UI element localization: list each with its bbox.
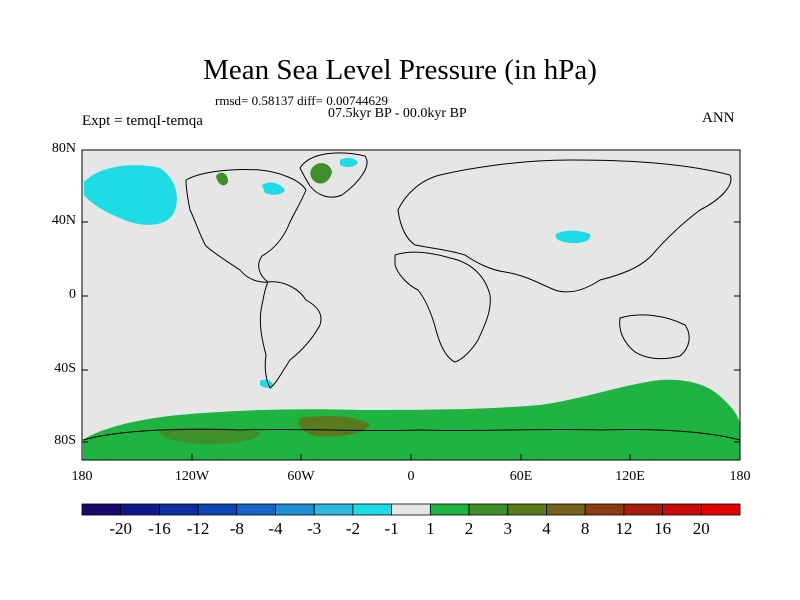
arctic-canada-negative-anomaly — [262, 182, 285, 195]
eurasia-coastline — [397, 159, 732, 293]
colorbar-box — [662, 503, 702, 516]
colorbar-label: 12 — [615, 519, 633, 538]
patagonia-negative-anomaly — [260, 379, 273, 388]
colorbar-label: -4 — [268, 519, 283, 538]
colorbar-box — [391, 503, 431, 516]
lon-label: 180 — [71, 469, 93, 484]
axis-ticks — [81, 149, 741, 460]
lat-label: 0 — [69, 287, 76, 302]
colorbar-box — [507, 503, 547, 516]
colorbar-box — [197, 503, 238, 516]
colorbar-box — [313, 503, 354, 516]
colorbar-box — [429, 503, 470, 516]
lon-label: 60E — [509, 469, 533, 484]
antarctic-stronger-anomaly — [298, 416, 370, 437]
tibet-negative-anomaly — [555, 230, 591, 244]
colorbar-box — [584, 503, 625, 516]
colorbar-label: 16 — [654, 519, 672, 538]
colorbar-label: -20 — [109, 519, 133, 538]
period-line: 07.5kyr BP - 00.0kyr BP — [328, 106, 467, 121]
north-america-coastline — [185, 169, 307, 283]
colorbar-label: 4 — [542, 519, 551, 538]
colorbar-label: 1 — [426, 519, 435, 538]
colorbar-box — [275, 503, 315, 516]
colorbar-label: -16 — [148, 519, 171, 538]
lat-label: 80N — [51, 141, 76, 156]
lat-label: 40S — [54, 361, 76, 376]
lon-label: 0 — [407, 469, 415, 484]
antarctic-moderate-anomaly — [159, 427, 261, 445]
anomaly-fills — [83, 157, 740, 460]
lon-label: 60W — [287, 469, 315, 484]
greenland-negative-anomaly — [340, 157, 358, 168]
colorbar-label: -8 — [229, 519, 244, 538]
experiment-label: Expt = temqI-temqa — [82, 113, 203, 129]
lon-label: 120W — [174, 469, 210, 484]
lon-label: 120E — [615, 469, 645, 484]
colorbar-box — [468, 503, 509, 516]
colorbar-label: -3 — [307, 519, 322, 538]
antarctica-coastline — [82, 428, 741, 441]
greenland-coastline — [299, 152, 368, 198]
greenland-positive-anomaly — [310, 163, 332, 184]
africa-coastline — [394, 251, 491, 363]
colorbar-box — [623, 503, 663, 516]
colorbar-label: 2 — [464, 519, 474, 538]
colorbar-label: 3 — [503, 519, 513, 538]
colorbar-box — [81, 503, 122, 516]
colorbar-label: 20 — [692, 519, 710, 538]
lon-label: 180 — [729, 469, 751, 484]
lat-label: 40N — [51, 213, 76, 228]
north-pacific-negative-anomaly — [84, 165, 177, 225]
colorbar-label: 8 — [580, 519, 590, 538]
season-label: ANN — [702, 110, 735, 126]
map-title: Mean Sea Level Pressure (in hPa) — [203, 54, 597, 86]
coastlines — [82, 152, 741, 441]
colorbar-label: -2 — [345, 519, 361, 538]
colorbar-box — [159, 503, 199, 516]
colorbar-box — [120, 503, 160, 516]
lat-label: 80S — [54, 433, 76, 448]
colorbar-label: -1 — [384, 519, 399, 538]
colorbar — [81, 503, 741, 516]
colorbar-box — [352, 503, 393, 516]
canada-positive-anomaly — [216, 172, 228, 186]
colorbar-box — [546, 503, 586, 516]
colorbar-label: -12 — [186, 519, 210, 538]
australia-coastline — [619, 314, 690, 360]
south-america-coastline — [259, 281, 322, 389]
colorbar-box — [236, 503, 276, 516]
colorbar-box — [700, 503, 741, 516]
stats-line: rmsd= 0.58137 diff= 0.00744629 — [215, 93, 388, 108]
